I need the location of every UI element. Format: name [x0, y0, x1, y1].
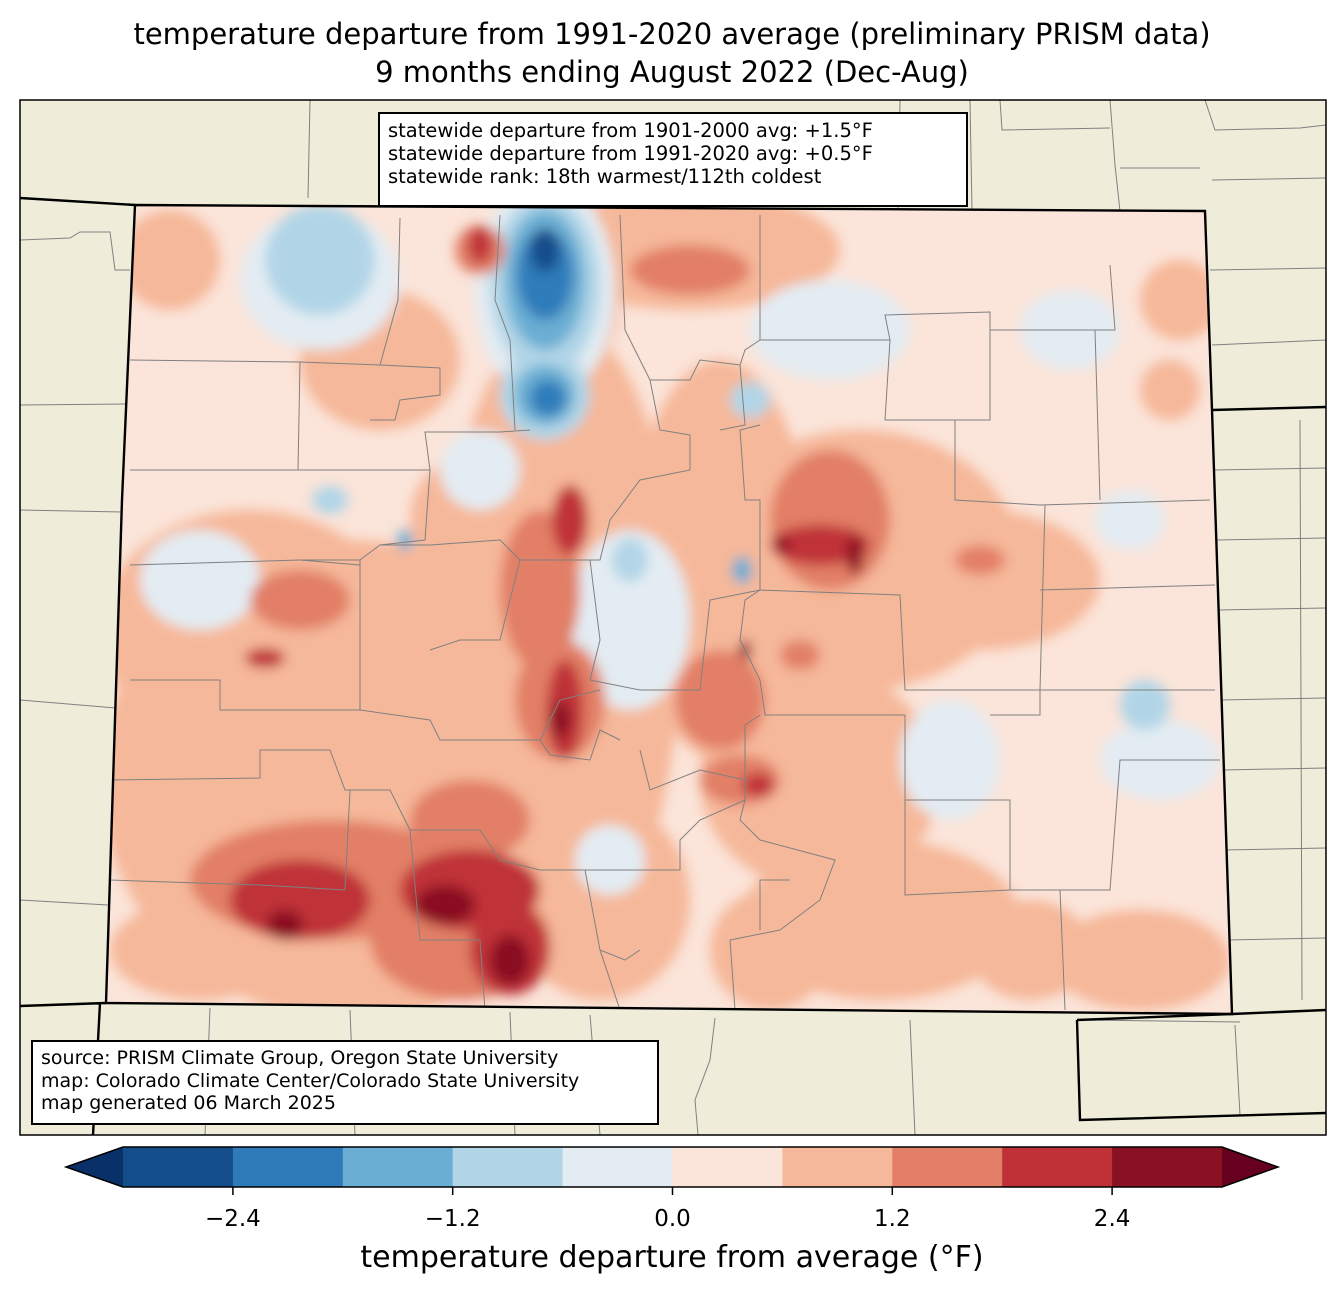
temperature-anomaly-region: [1140, 260, 1220, 340]
temperature-anomaly-region: [410, 780, 530, 860]
colorbar-segment: [342, 1147, 454, 1187]
temperature-anomaly-region: [1095, 490, 1165, 550]
temperature-anomaly-region: [780, 640, 820, 670]
temperature-anomaly-region: [700, 670, 940, 890]
credits-box: source: PRISM Climate Group, Oregon Stat…: [31, 1040, 659, 1125]
map-title-line2: 9 months ending August 2022 (Dec-Aug): [375, 55, 969, 89]
temperature-anomaly-region: [1050, 910, 1230, 1010]
colorbar-tick-label: −2.4: [204, 1206, 261, 1232]
map-frame: [19, 99, 1327, 1136]
temperature-anomaly-region: [770, 450, 890, 590]
statewide-stats-box: statewide departure from 1901-2000 avg: …: [378, 112, 968, 207]
colorbar-segment: [1112, 1147, 1223, 1187]
temperature-anomaly-region: [230, 860, 370, 940]
colorbar-label: temperature departure from average (°F): [360, 1240, 984, 1275]
colorbar-segment: [672, 1147, 783, 1187]
temperature-anomaly-region: [1120, 680, 1170, 730]
temperature-anomaly-region: [265, 205, 375, 315]
temperature-anomaly-region: [415, 885, 475, 925]
temperature-anomaly-region: [550, 702, 570, 738]
temperature-anomaly-region: [106, 510, 400, 750]
temperature-anomaly-region: [750, 280, 910, 380]
credit-generated: map generated 06 March 2025: [41, 1092, 336, 1114]
colorbar-segment: [892, 1147, 1003, 1187]
colorbar-over-arrow: [1222, 1147, 1278, 1187]
temperature-anomaly-region: [490, 935, 530, 985]
temperature-anomaly-region: [250, 570, 350, 630]
colorbar-tick-label: 0.0: [654, 1206, 691, 1232]
temperature-anomaly-region: [612, 538, 648, 582]
stats-departure-1901-2000: statewide departure from 1901-2000 avg: …: [388, 119, 873, 142]
temperature-anomaly-region: [770, 525, 870, 565]
temperature-anomaly-region: [675, 650, 765, 750]
temperature-anomaly-region: [140, 530, 260, 630]
temperature-anomaly-region: [530, 228, 560, 272]
temperature-anomaly-region: [570, 530, 690, 710]
colorbar-segment: [452, 1147, 564, 1187]
map-title-line1: temperature departure from 1991-2020 ave…: [133, 17, 1211, 51]
colorbar-segment: [123, 1147, 234, 1187]
colorbar-segment: [232, 1147, 344, 1187]
temperature-anomaly-region: [500, 510, 580, 670]
colorbar-segment: [562, 1147, 673, 1187]
temperature-anomaly-region: [710, 890, 830, 1010]
temperature-anomaly-region: [955, 545, 1005, 575]
temperature-anomaly-region: [552, 485, 588, 555]
temperature-anomaly-region: [630, 245, 750, 295]
temperature-anomaly-region: [120, 210, 220, 310]
stats-departure-1991-2020: statewide departure from 1991-2020 avg: …: [388, 142, 873, 165]
county-lines: [107, 214, 1220, 1011]
temperature-anomaly-region: [730, 382, 770, 418]
temperature-anomaly-region: [575, 825, 645, 895]
temperature-anomaly-region: [440, 430, 520, 510]
colorbar-tick-label: 1.2: [874, 1206, 911, 1232]
temperature-anomaly-region: [468, 227, 492, 263]
temperature-anomaly-region: [900, 700, 1000, 820]
colorbar-tick-label: 2.4: [1093, 1206, 1131, 1232]
temperature-anomaly-region: [732, 556, 752, 584]
colorbar-under-arrow: [66, 1147, 123, 1187]
temperature-anomaly-region: [1140, 360, 1200, 420]
temperature-anomaly-region: [530, 380, 566, 416]
temperature-anomaly-region: [847, 535, 863, 575]
temperature-anomaly-region: [245, 648, 285, 668]
neighbor-county-lines: [19, 99, 1327, 1136]
colorbar-tick-label: −1.2: [424, 1206, 481, 1232]
colorbar-segment: [782, 1147, 893, 1187]
temperature-field: [106, 205, 1232, 1014]
stats-rank: statewide rank: 18th warmest/112th colde…: [388, 165, 822, 188]
credit-map: map: Colorado Climate Center/Colorado St…: [41, 1069, 580, 1092]
colorbar-segment: [1002, 1147, 1113, 1187]
temperature-anomaly-region: [774, 537, 790, 553]
temperature-anomaly-region: [312, 486, 348, 514]
temperature-anomaly-region: [267, 910, 303, 940]
temperature-anomaly-region: [970, 900, 1090, 1000]
temperature-anomaly-region: [860, 510, 1100, 650]
temperature-anomaly-region: [742, 773, 774, 797]
colorbar: [63, 1146, 1281, 1195]
temperature-anomaly-region: [510, 800, 690, 1000]
temperature-anomaly-region: [397, 530, 413, 550]
credit-source: source: PRISM Climate Group, Oregon Stat…: [41, 1047, 559, 1069]
